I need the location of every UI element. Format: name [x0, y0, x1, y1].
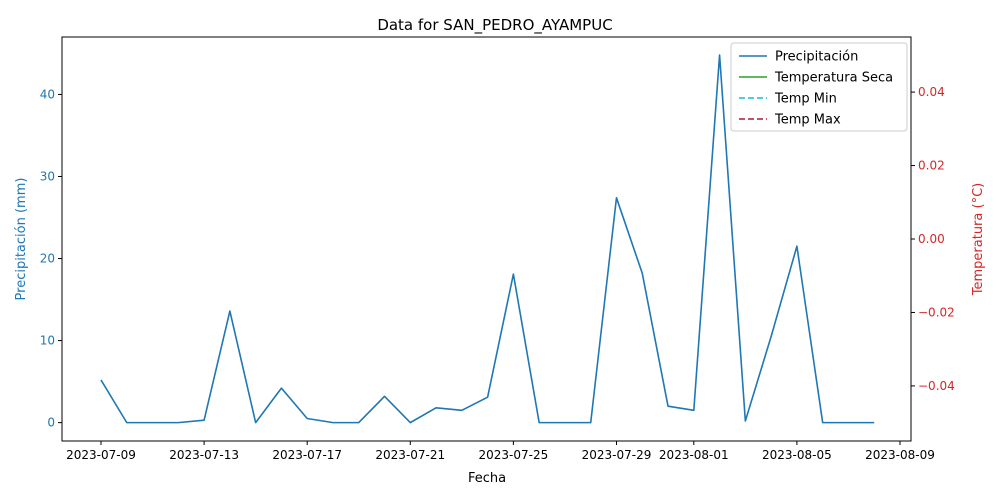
legend-label-temp-max: Temp Max — [774, 113, 841, 128]
y-right-tick-label: 0.02 — [918, 159, 945, 173]
x-tick-label: 2023-08-09 — [865, 448, 935, 462]
legend-label-precipitaci-n: Precipitación — [775, 50, 858, 65]
plot-lines — [100, 54, 875, 424]
y-right-tick-label: 0.04 — [918, 85, 945, 99]
x-tick-label: 2023-07-17 — [272, 448, 342, 462]
y-right-tick-label: −0.02 — [918, 305, 955, 319]
y-axis-left-label: Precipitación (mm) — [14, 178, 29, 301]
y-left-tick-label: 20 — [40, 252, 55, 266]
x-tick-label: 2023-07-25 — [479, 448, 549, 462]
x-tick-label: 2023-07-21 — [375, 448, 445, 462]
y-right-tick-label: −0.04 — [918, 379, 955, 393]
y-right-tick-label: 0.00 — [918, 232, 945, 246]
y-axis-left: 0 10 20 30 40 — [40, 87, 62, 430]
y-left-tick-label: 10 — [40, 334, 55, 348]
chart-title: Data for SAN_PEDRO_AYAMPUC — [377, 16, 612, 35]
legend-box — [730, 42, 908, 132]
y-left-tick-label: 0 — [47, 416, 55, 430]
y-axis-right: −0.04 −0.02 0.00 0.02 0.04 — [911, 85, 955, 393]
x-tick-label: 2023-08-05 — [762, 448, 832, 462]
y-left-tick-label: 40 — [40, 87, 55, 101]
x-tick-label: 2023-07-29 — [582, 448, 652, 462]
x-tick-label: 2023-08-01 — [659, 448, 729, 462]
x-tick-label: 2023-07-13 — [169, 448, 239, 462]
legend-label-temperatura-seca: Temperatura Seca — [774, 71, 893, 86]
x-tick-label: 2023-07-09 — [66, 448, 136, 462]
x-axis: 2023-07-09 2023-07-13 2023-07-17 2023-07-21… — [66, 441, 935, 462]
y-axis-right-label: Temperatura (°C) — [971, 183, 986, 296]
legend: Precipitación Temperatura Seca Temp Min Tem… — [730, 42, 908, 132]
y-left-tick-label: 30 — [40, 169, 55, 183]
series-line-precipitacion — [100, 54, 875, 424]
x-axis-label: Fecha — [468, 471, 506, 486]
legend-label-temp-min: Temp Min — [774, 92, 837, 107]
